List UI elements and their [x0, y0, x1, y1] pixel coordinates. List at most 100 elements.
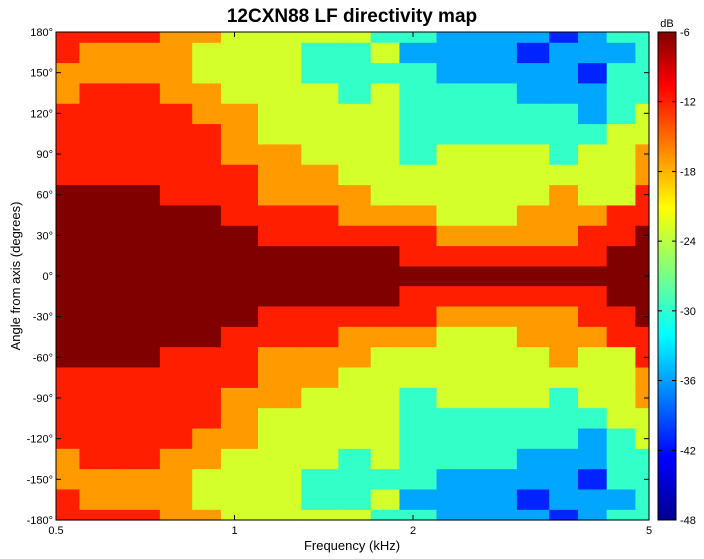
- heatmap-cell: [257, 265, 302, 277]
- heatmap-cell: [577, 103, 608, 125]
- heatmap-cell: [370, 286, 401, 308]
- heatmap-cell: [56, 489, 81, 511]
- heatmap-cell: [220, 184, 259, 206]
- heatmap-cell: [516, 387, 550, 409]
- heatmap-cell: [577, 286, 608, 308]
- x-tick-label: 1: [231, 525, 237, 537]
- heatmap-cell: [338, 276, 372, 287]
- heatmap-cell: [549, 82, 579, 104]
- heatmap-cell: [635, 103, 650, 125]
- heatmap-cell: [338, 265, 372, 277]
- heatmap-cell: [479, 225, 518, 247]
- heatmap-cell: [399, 306, 438, 328]
- heatmap-cell: [192, 489, 222, 511]
- heatmap-cell: [301, 408, 339, 430]
- x-tick-label: 5: [646, 525, 652, 537]
- heatmap-cell: [577, 123, 608, 145]
- heatmap-cell: [370, 306, 401, 328]
- heatmap-cell: [436, 42, 481, 64]
- heatmap-cell: [606, 347, 637, 369]
- heatmap-cell: [577, 42, 608, 64]
- heatmap-cell: [338, 306, 372, 328]
- colorbar-tick-label: -24: [680, 236, 696, 248]
- heatmap-cell: [338, 428, 372, 450]
- heatmap-cell: [606, 82, 637, 104]
- heatmap-cell: [370, 428, 401, 450]
- heatmap-cell: [56, 245, 81, 267]
- heatmap-cell: [606, 448, 637, 470]
- heatmap-cell: [635, 164, 650, 186]
- heatmap-cell: [56, 367, 81, 389]
- heatmap-cell: [549, 42, 579, 64]
- heatmap-cell: [577, 62, 608, 84]
- heatmap-cell: [301, 509, 339, 521]
- heatmap-cell: [56, 286, 81, 308]
- heatmap-cell: [56, 509, 81, 521]
- heatmap-cell: [79, 469, 124, 491]
- heatmap-cell: [79, 326, 124, 348]
- colorbar-tick-label: -6: [680, 27, 690, 39]
- heatmap-cell: [301, 42, 339, 64]
- heatmap-cell: [606, 387, 637, 409]
- heatmap-cell: [370, 245, 401, 267]
- heatmap-cell: [399, 103, 438, 125]
- heatmap-cell: [436, 225, 481, 247]
- heatmap-cell: [516, 103, 550, 125]
- x-tick-label: 0.5: [48, 525, 63, 537]
- heatmap-cell: [79, 509, 124, 521]
- heatmap-cell: [549, 62, 579, 84]
- heatmap-cell: [635, 408, 650, 430]
- heatmap-cell: [635, 123, 650, 145]
- heatmap-cell: [159, 276, 193, 287]
- heatmap-cell: [436, 347, 481, 369]
- heatmap-cell: [577, 204, 608, 226]
- heatmap-cell: [479, 276, 518, 287]
- heatmap-cell: [301, 82, 339, 104]
- heatmap-cell: [436, 143, 481, 165]
- heatmap-cell: [399, 62, 438, 84]
- heatmap-cell: [606, 245, 637, 267]
- heatmap-cell: [479, 286, 518, 308]
- heatmap-cell: [192, 62, 222, 84]
- heatmap-cell: [516, 32, 550, 43]
- heatmap-area: [56, 32, 650, 521]
- heatmap-cell: [370, 509, 401, 521]
- heatmap-cell: [436, 184, 481, 206]
- heatmap-cell: [257, 164, 302, 186]
- heatmap-cell: [338, 225, 372, 247]
- heatmap-cell: [516, 347, 550, 369]
- heatmap-cell: [399, 265, 438, 277]
- heatmap-cell: [436, 448, 481, 470]
- heatmap-cell: [338, 62, 372, 84]
- heatmap-cell: [399, 123, 438, 145]
- heatmap-cell: [192, 103, 222, 125]
- heatmap-cell: [370, 184, 401, 206]
- heatmap-cell: [370, 62, 401, 84]
- heatmap-cell: [220, 164, 259, 186]
- heatmap-cell: [399, 367, 438, 389]
- heatmap-cell: [79, 164, 124, 186]
- heatmap-cell: [192, 225, 222, 247]
- heatmap-cell: [122, 62, 161, 84]
- heatmap-cell: [56, 469, 81, 491]
- heatmap-cell: [79, 32, 124, 43]
- heatmap-cell: [635, 204, 650, 226]
- heatmap-cell: [257, 347, 302, 369]
- heatmap-cell: [479, 469, 518, 491]
- heatmap-cell: [301, 32, 339, 43]
- heatmap-cell: [192, 204, 222, 226]
- heatmap-cell: [159, 286, 193, 308]
- heatmap-cell: [479, 204, 518, 226]
- heatmap-cell: [122, 408, 161, 430]
- heatmap-cell: [220, 265, 259, 277]
- heatmap-cell: [257, 204, 302, 226]
- colorbar-tick-label: -48: [680, 515, 696, 527]
- heatmap-cell: [220, 32, 259, 43]
- heatmap-cell: [635, 326, 650, 348]
- heatmap-cell: [192, 143, 222, 165]
- heatmap-cell: [399, 448, 438, 470]
- heatmap-cell: [635, 184, 650, 206]
- heatmap-cell: [338, 286, 372, 308]
- heatmap-cell: [399, 245, 438, 267]
- heatmap-cell: [301, 184, 339, 206]
